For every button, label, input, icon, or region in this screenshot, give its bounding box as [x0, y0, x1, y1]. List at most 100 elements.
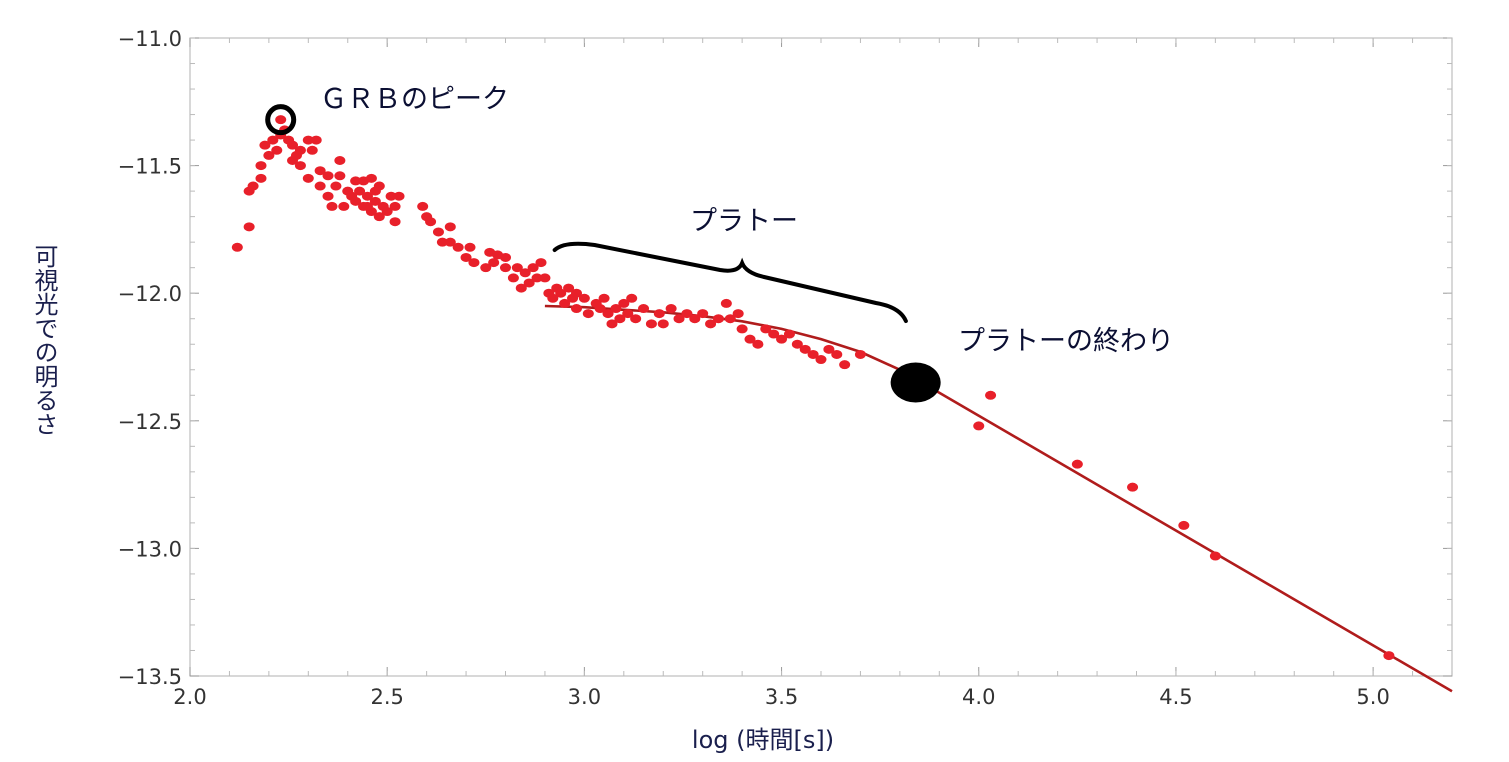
x-tick-label: 2.0: [173, 685, 206, 709]
data-point: [511, 263, 523, 273]
data-point: [231, 242, 243, 252]
data-point: [515, 283, 527, 293]
data-point: [712, 314, 724, 324]
data-point: [302, 135, 314, 145]
data-point: [645, 319, 657, 329]
data-point: [791, 339, 803, 349]
data-point: [622, 309, 634, 319]
data-point: [985, 390, 997, 400]
fit-curve: [544, 304, 1453, 693]
data-point: [776, 334, 788, 344]
y-tick-label: −12.5: [118, 410, 182, 434]
data-point: [369, 196, 381, 206]
x-tick-label: 5.0: [1356, 685, 1389, 709]
data-point: [559, 298, 571, 308]
data-points: [231, 115, 1395, 661]
x-axis-title: log (時間[s]): [692, 726, 834, 754]
data-point: [334, 171, 346, 181]
y-tick-label: −12.0: [118, 282, 182, 306]
data-point: [614, 314, 626, 324]
data-point: [294, 161, 306, 171]
data-point: [720, 298, 732, 308]
data-point: [255, 173, 267, 183]
data-point: [744, 334, 756, 344]
data-point: [294, 145, 306, 155]
data-point: [389, 201, 401, 211]
data-point: [302, 173, 314, 183]
data-point: [247, 181, 259, 191]
plateau-bracket: [552, 241, 908, 323]
data-point: [527, 263, 539, 273]
data-point: [807, 349, 819, 359]
data-point: [519, 268, 531, 278]
data-point: [570, 304, 582, 314]
data-point: [350, 196, 362, 206]
data-point: [610, 304, 622, 314]
data-point: [531, 273, 543, 283]
data-point: [697, 309, 709, 319]
data-point: [306, 145, 318, 155]
data-point: [464, 242, 476, 252]
data-point: [330, 181, 342, 191]
y-tick-labels: −11.0 −11.5 −12.0 −12.5 −13.0 −13.5: [118, 27, 182, 689]
data-point: [653, 309, 665, 319]
x-tick-labels: 2.0 2.5 3.0 3.5 4.0 4.5 5.0: [173, 685, 1390, 709]
data-point: [689, 314, 701, 324]
data-point: [839, 360, 851, 370]
data-point: [275, 115, 287, 125]
data-point: [322, 191, 334, 201]
data-point: [673, 314, 685, 324]
y-axis-title: 可視光での明るさ: [30, 244, 58, 436]
data-point: [602, 309, 614, 319]
data-point: [1127, 482, 1139, 492]
data-point: [417, 201, 429, 211]
x-tick-label: 3.0: [568, 685, 601, 709]
data-point: [705, 319, 717, 329]
peak-marker-ring: [265, 104, 297, 136]
data-point: [539, 273, 551, 283]
data-point: [626, 293, 638, 303]
data-point: [314, 181, 326, 191]
data-point: [385, 191, 397, 201]
data-point: [452, 242, 464, 252]
data-point: [381, 207, 393, 217]
data-point: [1071, 459, 1083, 469]
data-point: [436, 237, 448, 247]
x-tick-label: 2.5: [370, 685, 403, 709]
data-point: [373, 181, 385, 191]
y-tick-label: −13.0: [118, 537, 182, 561]
data-point: [606, 319, 618, 329]
data-point: [752, 339, 764, 349]
data-point: [393, 191, 405, 201]
data-point: [799, 344, 811, 354]
data-point: [432, 227, 444, 237]
data-point: [1178, 520, 1190, 530]
data-point: [618, 298, 630, 308]
data-point: [760, 324, 772, 334]
plateau-label: プラトー: [690, 206, 798, 237]
data-point: [732, 309, 744, 319]
data-point: [507, 273, 519, 283]
data-point: [582, 309, 594, 319]
data-point: [1383, 651, 1395, 661]
y-tick-label: −11.5: [118, 155, 182, 179]
fit-curve-group: [544, 304, 1453, 693]
data-point: [444, 222, 456, 232]
x-tick-label: 4.5: [1159, 685, 1192, 709]
data-point: [287, 140, 299, 150]
tick-marks: [189, 37, 1453, 677]
data-point: [638, 304, 650, 314]
data-point: [973, 421, 985, 431]
data-point: [1209, 551, 1221, 561]
data-point: [523, 278, 535, 288]
y-tick-label: −13.5: [118, 665, 182, 689]
data-point: [665, 304, 677, 314]
y-tick-label: −11.0: [118, 27, 182, 51]
data-point: [326, 201, 338, 211]
data-point: [783, 329, 795, 339]
data-point: [243, 222, 255, 232]
data-point: [334, 155, 346, 165]
plateau-end-marker: [890, 362, 941, 403]
peak-label: ＧＲＢのピーク: [320, 84, 509, 115]
